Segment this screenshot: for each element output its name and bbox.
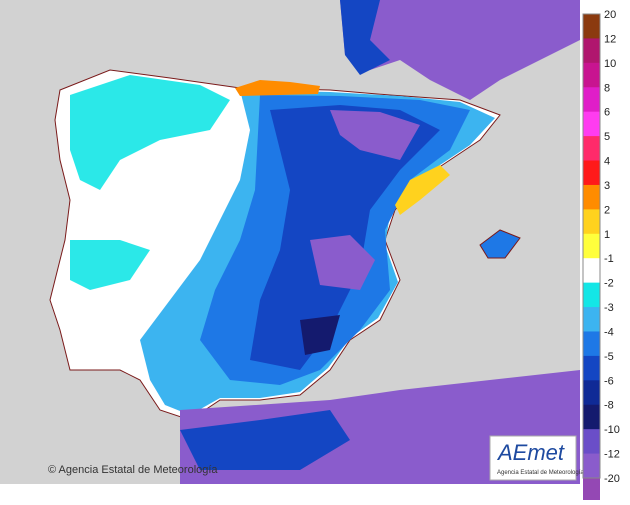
legend-swatch	[583, 160, 600, 186]
logo-subtitle: Agencia Estatal de Meteorología	[497, 470, 584, 476]
legend-label: -8	[604, 400, 614, 412]
legend-swatch	[583, 209, 600, 235]
coast-warm	[395, 165, 450, 215]
legend-label: 2	[604, 204, 610, 216]
east-purple	[310, 235, 375, 290]
legend-label: 8	[604, 82, 610, 94]
logo-box	[489, 435, 577, 481]
northwest-cold	[70, 75, 230, 190]
legend-label: 3	[604, 180, 610, 192]
legend-swatch	[583, 136, 600, 162]
legend-swatch	[583, 380, 600, 406]
legend-swatch	[583, 282, 600, 308]
map: © Agencia Estatal de Meteorología AEmet …	[0, 0, 584, 484]
legend-label: 1	[604, 229, 610, 241]
legend-label: 4	[604, 156, 610, 168]
legend-swatch	[583, 453, 600, 479]
legend-swatch	[583, 111, 600, 137]
legend: 20 12 10 8 6 5 4 3 2 1 -1 -2 -3 -4 -5 -6 -8 -10 -12 -20	[582, 9, 620, 505]
credit: © Agencia Estatal de Meteorología	[48, 464, 218, 476]
legend-swatch	[583, 184, 600, 210]
france-west	[340, 0, 390, 75]
legend-swatch	[583, 38, 600, 64]
legend-swatch	[583, 307, 600, 332]
legend-swatch	[583, 478, 600, 503]
legend-swatch	[583, 404, 600, 430]
africa-north	[180, 410, 350, 470]
legend-swatch	[583, 14, 600, 39]
france	[340, 0, 580, 100]
logo: AEmet	[496, 440, 565, 465]
north-coast-warm	[235, 80, 320, 96]
legend-swatch	[583, 258, 600, 284]
legend-label: 6	[604, 107, 610, 119]
legend-label: 10	[604, 58, 616, 70]
legend-swatch	[583, 62, 600, 88]
legend-label: 20	[604, 9, 616, 21]
legend-swatch	[583, 355, 600, 381]
legend-label: -10	[604, 424, 620, 436]
legend-label: -1	[604, 253, 614, 265]
legend-label: -2	[604, 278, 614, 290]
west-cold	[70, 240, 150, 290]
legend-label: 12	[604, 33, 616, 45]
legend-label: 5	[604, 131, 610, 143]
legend-swatch	[583, 87, 600, 113]
legend-label: -6	[604, 375, 614, 387]
ebro-cold	[330, 110, 420, 160]
southeast-dark	[300, 315, 340, 355]
legend-label: -20	[604, 473, 620, 485]
legend-label: -4	[604, 326, 614, 338]
legend-swatch	[583, 331, 600, 357]
legend-label: -5	[604, 351, 614, 363]
legend-frame	[582, 13, 601, 479]
legend-label: -12	[604, 449, 620, 461]
legend-swatch	[583, 233, 600, 259]
legend-label: -3	[604, 302, 614, 314]
legend-swatch	[583, 429, 600, 455]
mallorca	[479, 229, 521, 259]
